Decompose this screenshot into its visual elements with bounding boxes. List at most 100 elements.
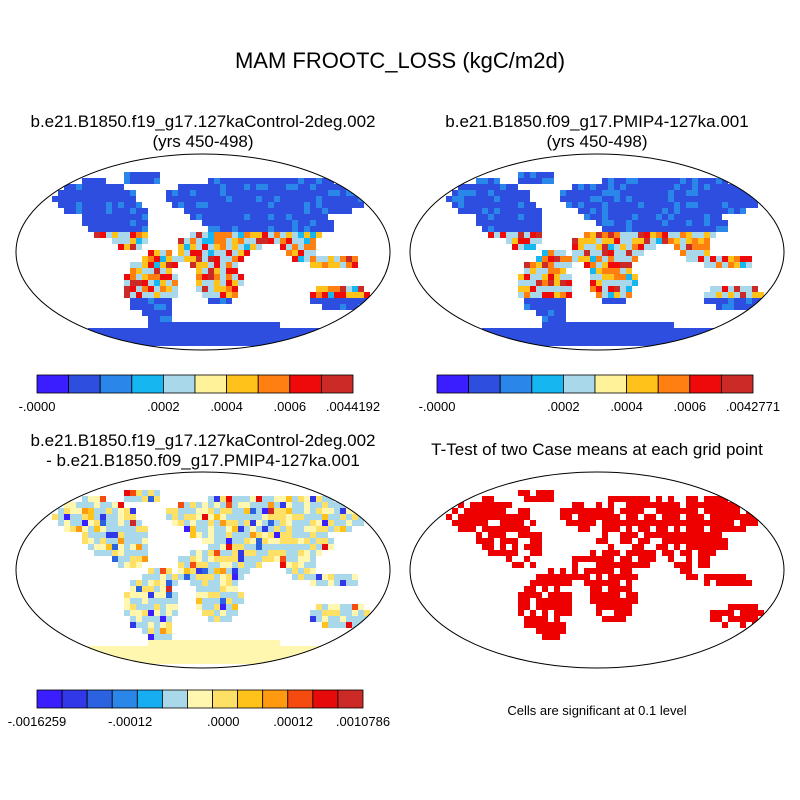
map-cell — [322, 538, 328, 544]
map-cell — [584, 562, 590, 568]
map-cell — [226, 244, 232, 250]
map-cell — [476, 334, 482, 340]
map-cell — [352, 502, 358, 508]
map-cell — [64, 196, 70, 202]
map-cell — [274, 322, 280, 328]
map-cell — [190, 232, 196, 238]
map-cell — [734, 256, 740, 262]
map-cell — [202, 274, 208, 280]
map-cell — [668, 508, 674, 514]
map-cell — [358, 520, 364, 526]
map-cell — [262, 502, 268, 508]
map-cell — [238, 238, 244, 244]
map-cell — [518, 244, 524, 250]
map-cell — [692, 562, 698, 568]
map-cell — [298, 190, 304, 196]
map-cell — [106, 646, 112, 652]
map-cell — [214, 184, 220, 190]
map-cell — [220, 190, 226, 196]
map-cell — [172, 580, 178, 586]
map-cell — [578, 340, 584, 346]
map-cell — [728, 622, 734, 628]
map-cell — [518, 556, 524, 562]
map-cell — [178, 502, 184, 508]
map-cell — [346, 208, 352, 214]
map-cell — [220, 274, 226, 280]
map-cell — [130, 244, 136, 250]
map-cell — [130, 232, 136, 238]
map-cell — [620, 562, 626, 568]
colorbar-tick-label: -.0000 — [19, 399, 56, 414]
map-cell — [226, 658, 232, 664]
map-cell — [446, 514, 452, 520]
map-cell — [178, 184, 184, 190]
map-cell — [524, 190, 530, 196]
map-cell — [142, 652, 148, 658]
map-cell — [662, 220, 668, 226]
map-cell — [130, 610, 136, 616]
map-cell — [106, 508, 112, 514]
map-cell — [572, 556, 578, 562]
map-cell — [76, 196, 82, 202]
map-cell — [476, 196, 482, 202]
map-cell — [728, 262, 734, 268]
map-cell — [94, 550, 100, 556]
map-cell — [166, 250, 172, 256]
map-cell — [716, 580, 722, 586]
map-cell — [620, 178, 626, 184]
map-cell — [130, 496, 136, 502]
map-cell — [328, 334, 334, 340]
map-cell — [280, 208, 286, 214]
map-cell — [632, 328, 638, 334]
map-cell — [710, 208, 716, 214]
map-cell — [608, 232, 614, 238]
map-cell — [674, 508, 680, 514]
map-cell — [112, 550, 118, 556]
map-cell — [202, 658, 208, 664]
map-cell — [518, 274, 524, 280]
map-cell — [340, 514, 346, 520]
map-cell — [602, 598, 608, 604]
map-cell — [142, 628, 148, 634]
map-cell — [172, 322, 178, 328]
map-cell — [358, 202, 364, 208]
map-cell — [608, 544, 614, 550]
map-cell — [686, 538, 692, 544]
map-cell — [536, 580, 542, 586]
map-cell — [674, 220, 680, 226]
map-cell — [292, 220, 298, 226]
map-cell — [346, 616, 352, 622]
map-cell — [668, 340, 674, 346]
map-cell — [638, 226, 644, 232]
map-panel-3 — [15, 471, 391, 669]
map-cell — [608, 226, 614, 232]
map-cell — [488, 514, 494, 520]
map-cell — [76, 208, 82, 214]
map-cell — [608, 496, 614, 502]
map-cell — [76, 520, 82, 526]
map-cell — [298, 544, 304, 550]
map-cell — [704, 220, 710, 226]
map-cell — [500, 538, 506, 544]
map-cell — [322, 208, 328, 214]
map-cell — [704, 550, 710, 556]
map-cell — [310, 178, 316, 184]
map-cell — [226, 256, 232, 262]
map-cell — [554, 250, 560, 256]
map-cell — [698, 226, 704, 232]
map-cell — [452, 514, 458, 520]
map-cell — [530, 292, 536, 298]
map-cell — [328, 298, 334, 304]
map-cell — [728, 304, 734, 310]
map-cell — [232, 658, 238, 664]
map-cell — [256, 226, 262, 232]
map-cell — [118, 196, 124, 202]
map-cell — [130, 238, 136, 244]
map-cell — [578, 184, 584, 190]
map-cell — [358, 616, 364, 622]
map-cell — [232, 562, 238, 568]
map-cell — [692, 220, 698, 226]
map-cell — [560, 262, 566, 268]
map-cell — [740, 292, 746, 298]
map-cell — [256, 238, 262, 244]
